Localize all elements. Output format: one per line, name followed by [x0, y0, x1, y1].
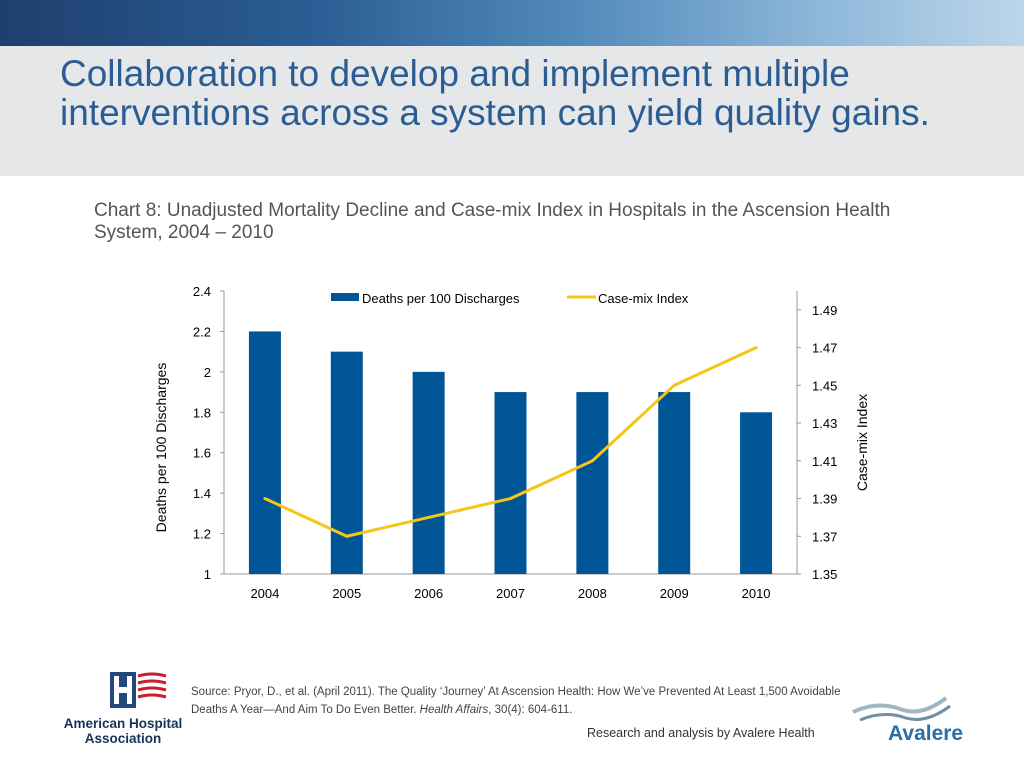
- y-tick-right-label: 1.35: [812, 567, 837, 582]
- legend-label-case-mix: Case-mix Index: [598, 291, 689, 306]
- combo-chart: 1 1.2 1.4 1.6 1.8 2 2.2 2.4 1.35 1.37 1.39 1.41 1.43…: [153, 284, 870, 600]
- y-tick-right-label: 1.45: [812, 378, 837, 393]
- header-band: [0, 0, 1024, 46]
- y-tick-right-label: 1.39: [812, 492, 837, 507]
- x-tick-label: 2007: [496, 586, 525, 600]
- bar-deaths-2006: [412, 371, 445, 574]
- aha-logo-icon: [110, 672, 167, 708]
- y-tick-right-label: 1.43: [812, 416, 837, 431]
- bar-deaths-2009: [658, 392, 691, 574]
- point-case-mix-2004: [263, 497, 267, 501]
- y-tick-right-label: 1.41: [812, 454, 837, 469]
- point-case-mix-2010: [754, 346, 758, 350]
- y-tick-right-label: 1.49: [812, 303, 837, 318]
- y-tick-left-label: 1.4: [193, 486, 211, 501]
- source-suffix: , 30(4): 604-611.: [488, 704, 573, 716]
- bar-deaths-2005: [330, 351, 363, 574]
- x-tick-label: 2006: [414, 586, 443, 600]
- y-tick-left-label: 1: [204, 567, 211, 582]
- bar-deaths-2004: [248, 331, 281, 574]
- y-tick-right-label: 1.47: [812, 341, 837, 356]
- y-axis-right-title: Case-mix Index: [854, 394, 870, 491]
- source-prefix: Source: Pryor, D., et al. (April 2011). …: [191, 686, 841, 716]
- y-tick-left-label: 1.8: [193, 405, 211, 420]
- aha-logo-text: American Hospital Association: [63, 716, 183, 746]
- y-tick-right-label: 1.37: [812, 529, 837, 544]
- x-tick-label: 2008: [578, 586, 607, 600]
- analysis-credit: Research and analysis by Avalere Health: [587, 726, 815, 740]
- y-tick-left-label: 2.4: [193, 284, 211, 299]
- bar-deaths-2008: [576, 392, 609, 574]
- point-case-mix-2009: [672, 383, 676, 387]
- x-tick-label: 2004: [250, 586, 279, 600]
- chart-title: Chart 8: Unadjusted Mortality Decline an…: [94, 200, 891, 243]
- point-case-mix-2006: [427, 515, 431, 519]
- y-tick-left-label: 1.2: [193, 527, 211, 542]
- y-axis-left-title: Deaths per 100 Discharges: [153, 363, 169, 533]
- y-tick-left-label: 2.2: [193, 324, 211, 339]
- bar-deaths-2010: [740, 412, 773, 574]
- x-tick-label: 2005: [332, 586, 361, 600]
- x-tick-label: 2010: [742, 586, 771, 600]
- legend-swatch-deaths: [331, 293, 359, 301]
- y-tick-left-label: 1.6: [193, 446, 211, 461]
- avalere-logo-text: Avalere: [888, 722, 964, 745]
- title-band: [0, 46, 1024, 176]
- source-citation: Source: Pryor, D., et al. (April 2011). …: [191, 683, 841, 719]
- point-case-mix-2005: [345, 534, 349, 538]
- bar-deaths-2007: [494, 392, 527, 574]
- avalere-logo-icon: [852, 696, 951, 722]
- source-journal: Health Affairs: [419, 704, 489, 716]
- y-tick-left-label: 2: [204, 365, 211, 380]
- point-case-mix-2007: [509, 497, 512, 501]
- slide-title: Collaboration to develop and implement m…: [60, 53, 930, 133]
- point-case-mix-2008: [590, 459, 594, 463]
- legend-label-deaths: Deaths per 100 Discharges: [362, 291, 520, 306]
- x-tick-label: 2009: [660, 586, 689, 600]
